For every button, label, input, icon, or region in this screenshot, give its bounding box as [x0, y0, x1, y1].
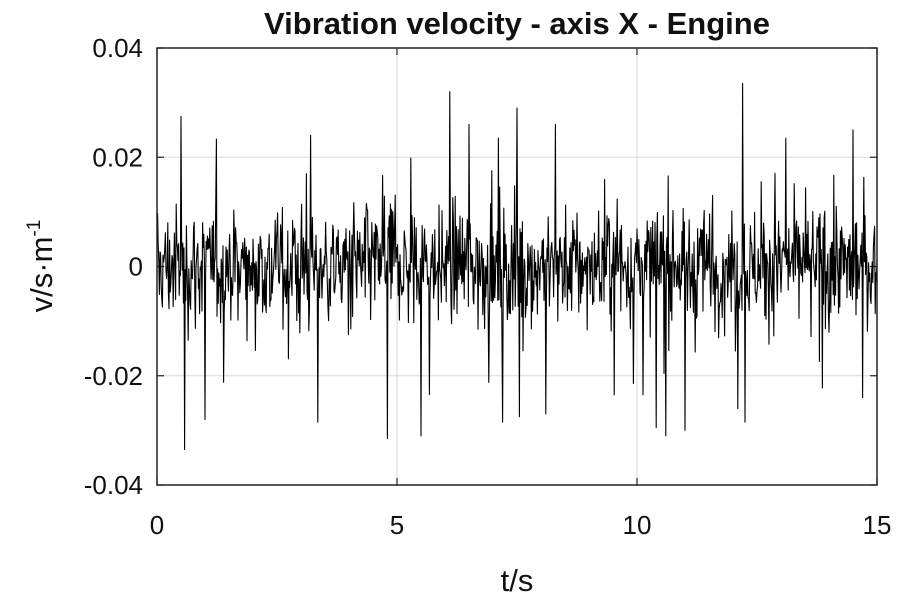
y-tick-label: -0.02 [84, 361, 143, 391]
x-tick-label: 10 [623, 510, 652, 540]
series-layer [156, 82, 878, 451]
y-tick-label: -0.04 [84, 470, 143, 500]
chart-title: Vibration velocity - axis X - Engine [264, 6, 770, 41]
y-tick-label: 0 [129, 252, 143, 282]
y-axis-label: v/s·m-1 [24, 220, 59, 313]
y-axis-label-superscript: -1 [24, 220, 45, 237]
y-tick-label: 0.02 [92, 142, 143, 172]
x-tick-label: 0 [150, 510, 164, 540]
series-line [156, 82, 878, 451]
x-tick-label: 5 [390, 510, 404, 540]
x-tick-label: 15 [863, 510, 892, 540]
plot-area-frame [156, 47, 878, 486]
y-axis-label-text: v/s·m [24, 237, 59, 313]
tick-labels: 0 5 10 15 0.04 0.02 0 -0.02 -0.04 [84, 33, 892, 540]
svg-text:v/s·m-1: v/s·m-1 [24, 220, 59, 313]
x-axis-label: t/s [501, 563, 534, 598]
y-tick-label: 0.04 [92, 33, 143, 63]
